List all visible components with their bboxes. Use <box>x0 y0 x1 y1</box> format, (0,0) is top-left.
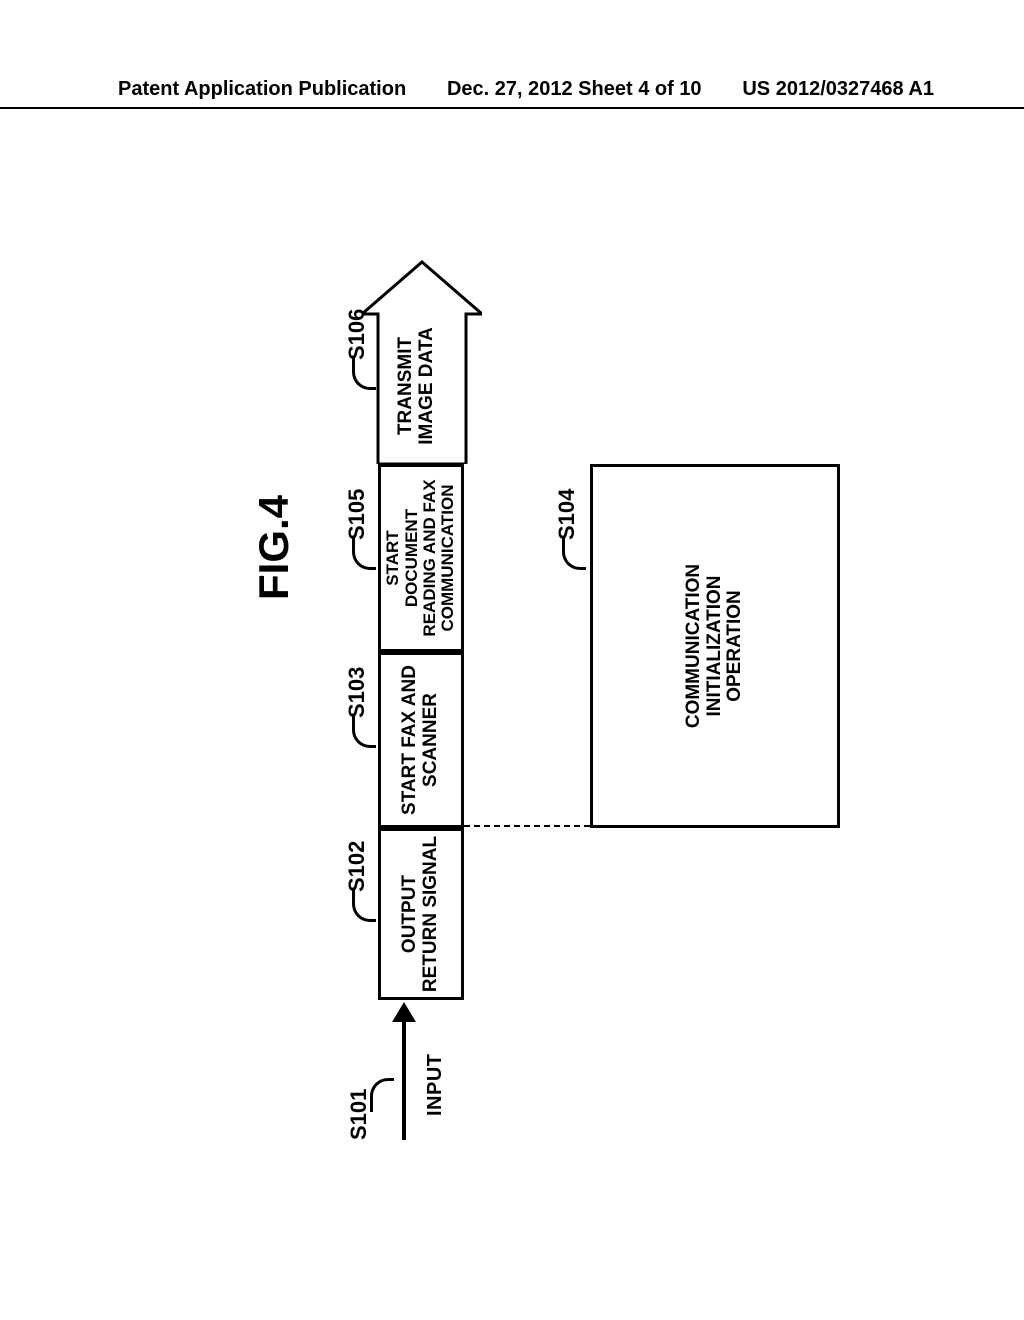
step-box-s104: COMMUNICATION INITIALIZATION OPERATION <box>590 464 840 828</box>
figure-area: FIG.4 S101 INPUT S102 OUTPUT RETURN SIGN… <box>140 160 880 1180</box>
step-label-s101: INPUT <box>424 1054 447 1117</box>
header-right: US 2012/0327468 A1 <box>742 78 934 101</box>
step-label-s104: COMMUNICATION INITIALIZATION OPERATION <box>684 564 746 728</box>
step-id-s102: S102 <box>344 841 370 892</box>
step-label-s102: OUTPUT RETURN SIGNAL <box>400 836 441 992</box>
figure-title: FIG.4 <box>250 495 298 600</box>
step-label-s105: START DOCUMENT READING AND FAX COMMUNICA… <box>384 479 457 636</box>
s102-hook <box>352 888 376 922</box>
step-id-s105: S105 <box>344 489 370 540</box>
step-box-s105: START DOCUMENT READING AND FAX COMMUNICA… <box>378 464 464 652</box>
header-left: Patent Application Publication <box>118 78 406 101</box>
s103-hook <box>352 714 376 748</box>
header-center: Dec. 27, 2012 Sheet 4 of 10 <box>447 78 702 101</box>
flow-diagram: S101 INPUT S102 OUTPUT RETURN SIGNAL S10… <box>340 260 860 1160</box>
s104-hook <box>562 536 586 570</box>
flow-row-top: S101 INPUT S102 OUTPUT RETURN SIGNAL S10… <box>340 260 460 1160</box>
step-id-s103: S103 <box>344 667 370 718</box>
step-label-s103: START FAX AND SCANNER <box>400 665 441 815</box>
flow-row-bottom: S104 COMMUNICATION INITIALIZATION OPERAT… <box>580 260 840 1160</box>
page-header: Patent Application Publication Dec. 27, … <box>0 78 1024 109</box>
s105-hook <box>352 536 376 570</box>
step-id-s101: S101 <box>346 1089 372 1140</box>
step-box-s103: START FAX AND SCANNER <box>378 652 464 828</box>
step-label-s106: TRANSMIT IMAGE DATA <box>395 327 437 445</box>
input-arrow-icon <box>390 1000 418 1140</box>
dashed-connector <box>464 825 590 827</box>
step-box-s102: OUTPUT RETURN SIGNAL <box>378 828 464 1000</box>
output-arrow-icon: TRANSMIT IMAGE DATA <box>376 260 466 464</box>
step-id-s104: S104 <box>554 489 580 540</box>
